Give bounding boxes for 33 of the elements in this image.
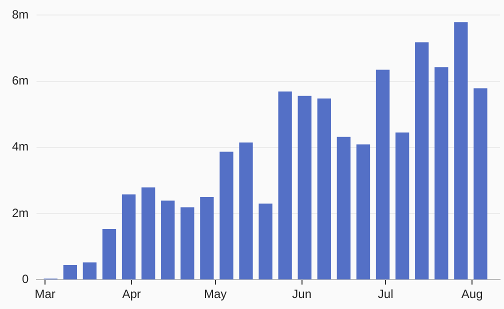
bar <box>180 207 194 280</box>
bar <box>82 262 97 280</box>
y-tick-label: 2m <box>12 206 29 220</box>
bar <box>356 144 370 280</box>
bar <box>220 152 234 280</box>
x-tick-label: Jul <box>378 287 394 302</box>
bar <box>258 204 272 280</box>
x-tick-label: May <box>204 287 227 302</box>
bar <box>395 132 410 280</box>
bar <box>317 98 331 280</box>
bar <box>278 92 292 280</box>
bar <box>336 136 351 280</box>
y-tick-label: 8m <box>12 8 29 22</box>
x-tick-label: Aug <box>461 287 483 302</box>
y-tick-label: 4m <box>12 140 29 154</box>
bar <box>454 22 468 280</box>
bar <box>415 42 429 280</box>
x-tick-label: Jun <box>292 287 312 302</box>
bar <box>63 265 77 280</box>
y-tick-label: 6m <box>12 74 29 88</box>
bar <box>474 88 488 280</box>
bar <box>161 200 175 280</box>
bar <box>102 229 116 280</box>
y-tick-label: 0 <box>22 272 29 286</box>
bar <box>239 142 253 280</box>
x-tick-label: Apr <box>122 287 141 302</box>
bar <box>141 187 156 280</box>
bar <box>298 96 312 280</box>
bar <box>376 70 390 280</box>
bar <box>122 194 136 280</box>
bar <box>200 196 214 280</box>
x-tick-label: Mar <box>34 287 56 302</box>
bar <box>434 67 448 280</box>
